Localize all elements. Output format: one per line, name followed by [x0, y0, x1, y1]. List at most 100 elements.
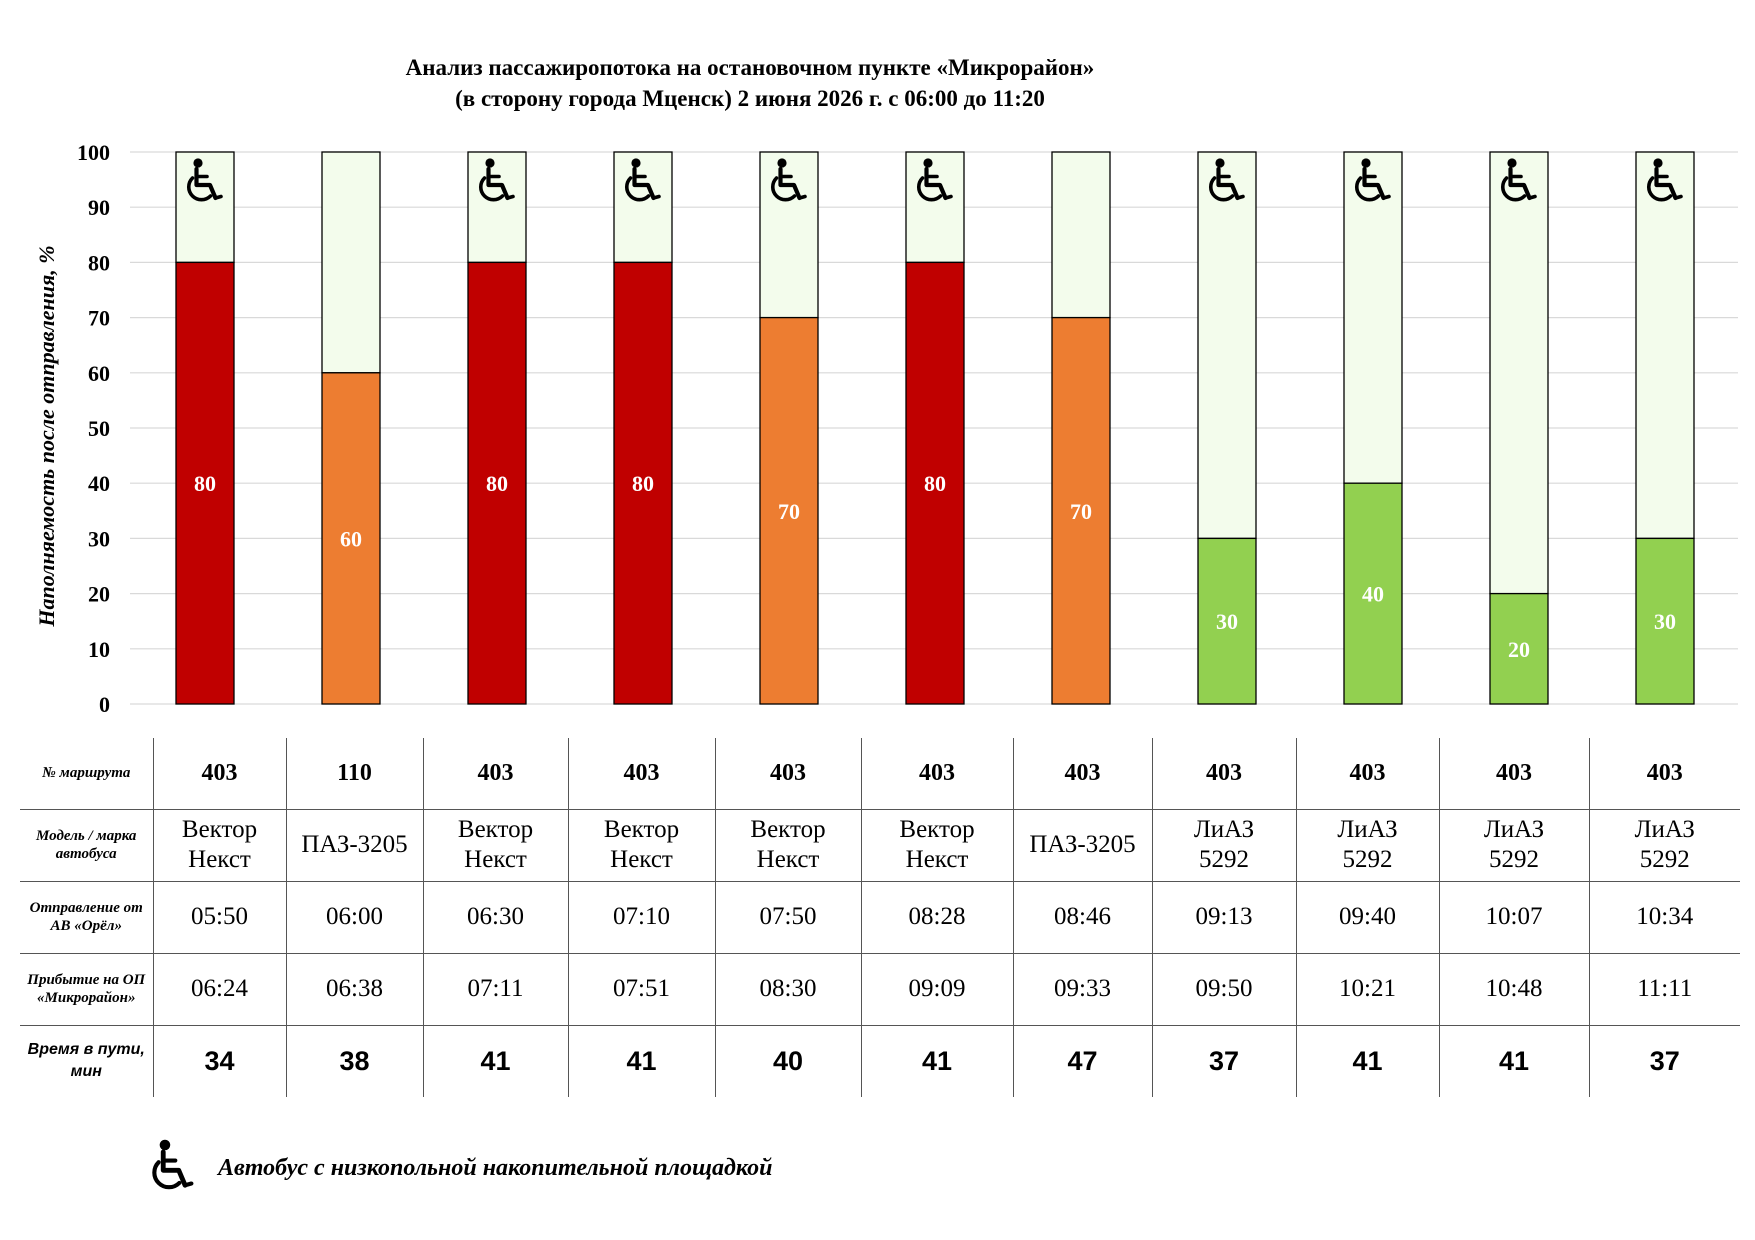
travel-time-cell: 34 [152, 1025, 286, 1097]
bar-group: 70 [1051, 151, 1111, 705]
bar-value-label: 30 [1654, 609, 1676, 634]
departure-cell: 09:13 [1151, 881, 1296, 954]
model-line: Вектор [457, 816, 534, 843]
route-cell: 403 [714, 738, 861, 810]
departure-cell: 06:00 [285, 881, 423, 954]
bar-filled [467, 261, 527, 705]
bar-group: 40 [1343, 151, 1403, 705]
model-line: ЛиАЗ [1193, 816, 1255, 843]
arrival-row-header: Прибытие на ОП «Микрорайон» [20, 953, 153, 1026]
bar-group: 70 [759, 151, 819, 705]
route-row-header: № маршрута [20, 738, 153, 810]
model-line: Вектор [603, 816, 680, 843]
bar-remaining [1197, 151, 1257, 540]
arrival-cell: 06:24 [152, 953, 286, 1026]
bar-group: 80 [175, 151, 235, 705]
travel-time-cell: 47 [1012, 1025, 1152, 1097]
bar-group: 60 [321, 151, 381, 705]
bar-filled [759, 316, 819, 705]
bar-value-label: 30 [1216, 609, 1238, 634]
route-cell: 403 [860, 738, 1013, 810]
y-tick-label: 100 [77, 140, 110, 165]
y-tick-label: 60 [88, 361, 110, 386]
bar-group: 80 [905, 151, 965, 705]
model-line: ПАЗ-3205 [1029, 831, 1136, 858]
travel-time-cell: 41 [422, 1025, 568, 1097]
route-cell: 403 [1438, 738, 1589, 810]
bar-remaining [1343, 151, 1403, 484]
legend: Автобус с низкопольной накопительной пло… [150, 1138, 772, 1198]
model-line: ЛиАЗ [1634, 816, 1695, 843]
travel-time-cell: 38 [285, 1025, 423, 1097]
model-cell: ЛиАЗ 5292 [1438, 809, 1589, 882]
departure-cell: 05:50 [152, 881, 286, 954]
travel-time-cell: 41 [1295, 1025, 1439, 1097]
bar-remaining [613, 151, 673, 264]
y-tick-label: 10 [88, 637, 110, 662]
bar-filled [321, 372, 381, 705]
bar-group: 30 [1197, 151, 1257, 705]
y-tick-label: 30 [88, 526, 110, 551]
travel-time-cell: 37 [1151, 1025, 1296, 1097]
travel-row-header: Время в пути, мин [27, 1041, 145, 1081]
bar-value-label: 80 [486, 471, 508, 496]
model-line: Некст [756, 846, 820, 873]
bar-filled [1489, 592, 1549, 705]
bar-group: 80 [613, 151, 673, 705]
bar-value-label: 80 [924, 471, 946, 496]
bar-filled [1197, 537, 1257, 705]
chart-area: 0 10 20 30 40 50 60 70 80 90 100 Наполняемость пос… [34, 140, 1738, 717]
model-line: 5292 [1199, 846, 1249, 873]
departure-cell: 08:28 [860, 881, 1013, 954]
travel-time-cell: 41 [1438, 1025, 1589, 1097]
route-row: № маршрута 403 110 403 403 403 403 403 403 403 40… [20, 738, 1740, 810]
model-cell: ЛиАЗ 5292 [1295, 809, 1439, 882]
bar-remaining [1489, 151, 1549, 595]
bar-filled [1635, 537, 1695, 705]
bar-filled [175, 261, 235, 705]
legend-text: Автобус с низкопольной накопительной пло… [218, 1154, 773, 1181]
bar-value-label: 40 [1362, 582, 1384, 607]
bar-value-label: 80 [632, 471, 654, 496]
bar-remaining [1635, 151, 1695, 540]
model-line: Вектор [899, 816, 975, 843]
arrival-row: Прибытие на ОП «Микрорайон» 06:24 06:38 07… [20, 953, 1740, 1026]
departure-cell: 07:10 [567, 881, 715, 954]
arrival-cell: 07:11 [422, 953, 568, 1026]
model-row: Модель / марка автобуса Вектор Некст ПАЗ-3… [20, 809, 1740, 882]
model-line: Вектор [181, 816, 258, 843]
travel-time-cell: 41 [567, 1025, 715, 1097]
model-cell: ПАЗ-3205 [1012, 809, 1152, 882]
bar-value-label: 70 [1070, 499, 1092, 524]
y-axis-label: Наполняемость после отправления, % [34, 245, 59, 627]
route-cell: 403 [567, 738, 715, 810]
departure-row-header: Отправление от АВ «Орёл» [20, 881, 153, 954]
route-cell: 403 [152, 738, 286, 810]
y-tick-label: 40 [88, 471, 110, 496]
bar-group: 20 [1489, 151, 1549, 705]
model-cell: Вектор Некст [567, 809, 715, 882]
route-cell: 403 [422, 738, 568, 810]
arrival-cell: 10:21 [1295, 953, 1439, 1026]
wheelchair-icon [150, 1139, 196, 1197]
route-cell: 403 [1012, 738, 1152, 810]
travel-time-cell: 37 [1588, 1025, 1740, 1097]
model-line: Вектор [750, 816, 826, 843]
chart-title: Анализ пассажиропотока на остановочном п… [0, 52, 1500, 114]
model-line: ЛиАЗ [1337, 816, 1398, 843]
model-cell: ЛиАЗ 5292 [1151, 809, 1296, 882]
bar-value-label: 80 [194, 471, 216, 496]
bar-remaining [467, 151, 527, 264]
y-tick-label: 0 [99, 692, 110, 717]
arrival-cell: 11:11 [1588, 953, 1740, 1026]
bar-value-label: 20 [1508, 637, 1530, 662]
bar-remaining [1051, 151, 1111, 319]
arrival-cell: 10:48 [1438, 953, 1589, 1026]
model-line: ПАЗ-3205 [301, 831, 408, 858]
route-cell: 403 [1588, 738, 1740, 810]
bar-value-label: 60 [340, 526, 362, 551]
model-line: Некст [905, 846, 969, 873]
model-cell: Вектор Некст [860, 809, 1013, 882]
bar-value-label: 70 [778, 499, 800, 524]
travel-time-cell: 40 [714, 1025, 861, 1097]
